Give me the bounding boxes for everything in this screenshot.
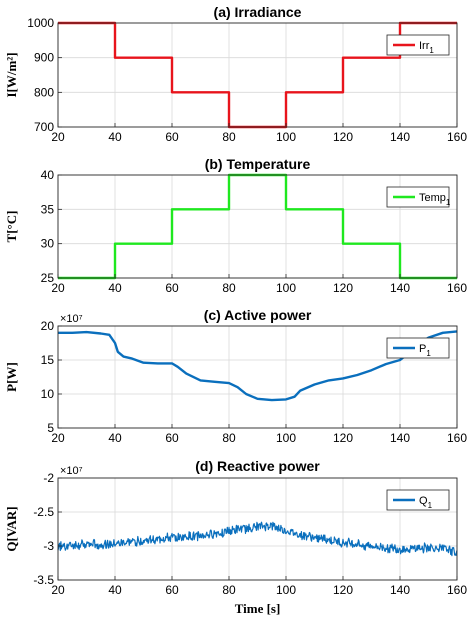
legend-label-main: Irr	[419, 40, 430, 52]
y-tick-label: -2.5	[33, 505, 54, 519]
legend-label-main: P	[419, 343, 426, 355]
legend-label-subscript: 1	[446, 198, 451, 207]
x-tick-label: 20	[51, 583, 65, 597]
axis-multiplier: ×10⁷	[60, 465, 83, 477]
legend-label-subscript: 1	[426, 349, 431, 358]
legend-label-main: Temp	[419, 192, 446, 204]
x-tick-label: 120	[333, 431, 353, 445]
x-tick-label: 20	[51, 281, 65, 295]
y-tick-label: 800	[34, 85, 54, 99]
x-tick-label: 60	[165, 431, 179, 445]
x-tick-label: 20	[51, 431, 65, 445]
chart-title: (c) Active power	[204, 307, 312, 323]
y-tick-label: -3.5	[33, 573, 54, 587]
x-tick-label: 160	[447, 281, 467, 295]
axes-box	[57, 22, 458, 128]
legend-label-subscript: 1	[428, 501, 433, 510]
legend-box	[386, 337, 450, 359]
axes-box	[57, 325, 458, 429]
y-tick-label: 700	[34, 120, 54, 134]
x-tick-label: 120	[333, 130, 353, 144]
x-tick-label: 120	[333, 281, 353, 295]
x-tick-label: 160	[447, 130, 467, 144]
x-tick-label: 100	[276, 583, 296, 597]
axes-box	[57, 174, 458, 279]
x-tick-label: 40	[108, 130, 122, 144]
legend-box	[386, 489, 450, 511]
chart-title: (a) Irradiance	[214, 4, 302, 20]
chart-title: (d) Reactive power	[195, 458, 320, 474]
y-tick-label: 40	[41, 168, 55, 182]
y-tick-label: 20	[41, 319, 55, 333]
y-tick-label: 1000	[27, 16, 54, 30]
y-tick-label: 900	[34, 51, 54, 65]
y-tick-label: 25	[41, 271, 55, 285]
y-axis-label: Q[VAR]	[4, 506, 19, 551]
x-tick-label: 60	[165, 281, 179, 295]
x-tick-label: 80	[222, 281, 236, 295]
legend-label: Temp1	[419, 192, 451, 207]
legend-label-subscript: 1	[429, 46, 434, 55]
y-tick-label: 10	[41, 387, 55, 401]
x-tick-label: 100	[276, 130, 296, 144]
legend-label: Q1	[419, 495, 433, 510]
y-axis-label: T[°C]	[4, 211, 19, 243]
legend-box	[386, 186, 450, 208]
legend-label: Irr1	[419, 40, 434, 55]
x-tick-label: 40	[108, 583, 122, 597]
legend-label: P1	[419, 343, 431, 358]
x-tick-label: 40	[108, 431, 122, 445]
x-tick-label: 140	[390, 431, 410, 445]
x-tick-label: 140	[390, 281, 410, 295]
x-tick-label: 20	[51, 130, 65, 144]
y-tick-label: 30	[41, 237, 55, 251]
x-tick-label: 140	[390, 583, 410, 597]
y-tick-label: 5	[47, 421, 54, 435]
x-tick-label: 100	[276, 431, 296, 445]
x-tick-label: 80	[222, 583, 236, 597]
axis-multiplier: ×10⁷	[60, 313, 83, 325]
legend-box	[386, 34, 450, 56]
legend-label-main: Q	[419, 495, 428, 507]
series-line-4-1	[57, 521, 458, 557]
x-tick-label: 160	[447, 431, 467, 445]
x-tick-label: 60	[165, 130, 179, 144]
y-tick-label: 35	[41, 202, 55, 216]
y-tick-label: -3	[43, 539, 54, 553]
x-tick-label: 80	[222, 431, 236, 445]
axes-box	[57, 477, 458, 581]
series-line-3-1	[58, 330, 458, 402]
x-tick-label: 100	[276, 281, 296, 295]
y-axis-label: I[W/m²]	[4, 52, 19, 97]
chart-title: (b) Temperature	[205, 156, 311, 172]
x-tick-label: 160	[447, 583, 467, 597]
y-tick-label: 15	[41, 353, 55, 367]
x-tick-label: 120	[333, 583, 353, 597]
x-tick-label: 40	[108, 281, 122, 295]
y-tick-label: -2	[43, 471, 54, 485]
x-axis-label: Time [s]	[235, 601, 281, 616]
x-tick-label: 60	[165, 583, 179, 597]
x-tick-label: 140	[390, 130, 410, 144]
x-tick-label: 80	[222, 130, 236, 144]
y-axis-label: P[W]	[4, 362, 19, 392]
